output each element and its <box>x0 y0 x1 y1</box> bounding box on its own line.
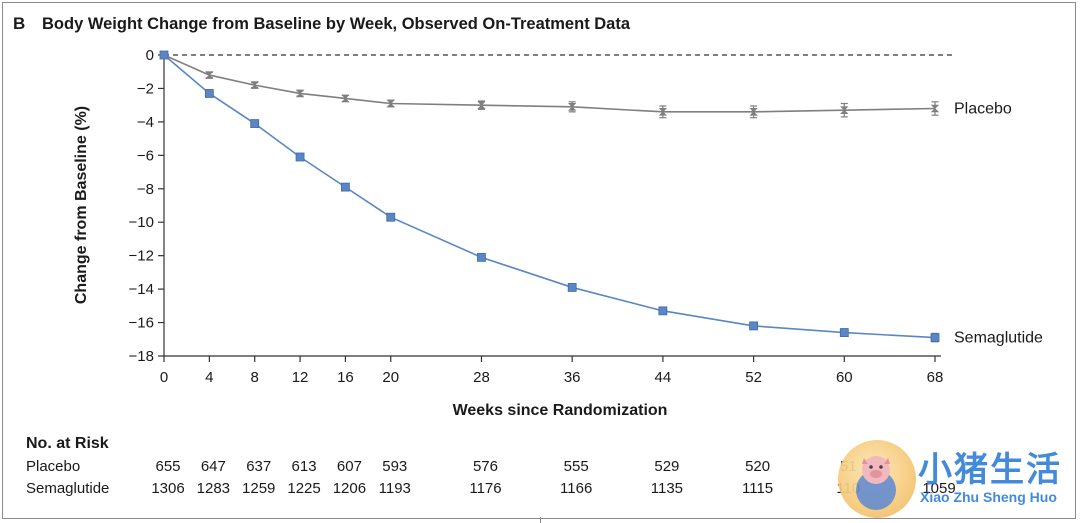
risk-cell: 1135 <box>650 480 684 497</box>
placebo-point <box>250 81 259 89</box>
semaglutide-line <box>163 54 936 339</box>
x-tick-label: 4 <box>205 369 213 386</box>
line-chart: 0 −2 −4 −6 −8 −10 −12 −14 −16 −18 0 4 8 12 16 20 28 36 44 5… <box>73 47 1043 419</box>
risk-table-heading: No. at Risk <box>26 435 109 452</box>
series-semaglutide: Semaglutide <box>159 50 1043 347</box>
risk-cell: 647 <box>200 458 226 475</box>
x-axis-label: Weeks since Randomization <box>453 402 668 419</box>
semaglutide-point <box>658 306 668 316</box>
y-tick-label: −10 <box>129 214 154 231</box>
semaglutide-point <box>341 182 350 192</box>
y-axis-label: Change from Baseline (%) <box>73 106 90 304</box>
x-tick-label: 68 <box>927 369 944 386</box>
placebo-point <box>567 103 577 111</box>
semaglutide-point <box>159 50 169 60</box>
risk-cell: 520 <box>745 458 771 475</box>
watermark-chinese-text: 小猪生活 <box>918 451 1062 489</box>
x-tick-label: 44 <box>655 369 672 386</box>
x-tick-label: 60 <box>836 369 853 386</box>
x-tick-label: 20 <box>382 369 399 386</box>
chart-title: Body Weight Change from Baseline by Week… <box>42 15 631 33</box>
risk-cell: 529 <box>654 458 680 475</box>
y-tick-label: −4 <box>137 114 154 131</box>
semaglutide-point <box>204 89 214 98</box>
x-tick-label: 8 <box>251 369 259 386</box>
y-tick-label: −6 <box>137 147 154 164</box>
risk-cell: 1115 <box>742 480 774 497</box>
semaglutide-point <box>386 212 396 222</box>
y-tick-label: −12 <box>129 248 154 265</box>
x-tick-label: 52 <box>745 369 762 386</box>
placebo-line <box>163 54 936 113</box>
placebo-point <box>840 106 849 114</box>
risk-cell: 1306 <box>151 480 185 497</box>
placebo-point <box>749 108 758 116</box>
risk-cell: 593 <box>382 458 408 475</box>
placebo-point <box>477 101 486 109</box>
placebo-point <box>930 104 940 113</box>
semaglutide-point <box>250 119 260 128</box>
placebo-legend-label: Placebo <box>954 101 1012 118</box>
semaglutide-point <box>930 333 940 343</box>
risk-row-label-placebo: Placebo <box>26 458 81 475</box>
x-tick-label: 12 <box>292 369 309 386</box>
risk-cell: 1166 <box>560 480 593 497</box>
risk-cell: 607 <box>336 458 362 475</box>
risk-row-label-semaglutide: Semaglutide <box>26 480 110 497</box>
risk-cell: 655 <box>155 458 181 475</box>
semaglutide-point <box>749 321 758 331</box>
placebo-point <box>295 89 305 98</box>
placebo-point <box>205 71 214 79</box>
risk-cell: 1283 <box>196 480 231 497</box>
risk-cell: 555 <box>563 458 589 475</box>
series-placebo: Placebo <box>159 51 1012 119</box>
y-tick-label: −8 <box>137 181 154 198</box>
pig-logo-icon <box>838 440 916 518</box>
y-tick-label: 0 <box>146 47 154 64</box>
semaglutide-point <box>477 252 486 262</box>
placebo-point <box>658 108 668 116</box>
risk-cell: 637 <box>246 458 272 475</box>
y-tick-label: −14 <box>129 281 154 298</box>
risk-cell: 1259 <box>242 480 276 497</box>
risk-cell: 1225 <box>287 480 321 497</box>
y-tick-label: −16 <box>129 315 154 332</box>
x-tick-label: 0 <box>160 369 168 386</box>
x-tick-label: 36 <box>564 369 581 386</box>
semaglutide-point <box>839 328 849 337</box>
risk-cell: 1176 <box>469 480 502 497</box>
watermark: 小猪生活 Xiao Zhu Sheng Huo <box>838 440 1076 518</box>
semaglutide-point <box>295 152 305 162</box>
semaglutide-legend-label: Semaglutide <box>954 330 1043 347</box>
risk-cell: 1193 <box>378 480 411 497</box>
panel-letter: B <box>13 14 26 33</box>
x-tick-label: 28 <box>473 369 490 386</box>
y-tick-label: −18 <box>129 348 154 365</box>
risk-cell: 1206 <box>332 480 367 497</box>
semaglutide-point <box>567 283 577 292</box>
x-tick-label: 16 <box>337 369 354 386</box>
axes: 0 −2 −4 −6 −8 −10 −12 −14 −16 −18 0 4 8 12 16 20 28 36 44 5… <box>129 47 955 386</box>
watermark-english-text: Xiao Zhu Sheng Huo <box>920 489 1057 505</box>
placebo-point <box>386 99 395 108</box>
y-tick-label: −2 <box>137 80 154 97</box>
risk-cell: 576 <box>472 458 498 475</box>
risk-cell: 613 <box>291 458 317 475</box>
placebo-point <box>341 94 350 103</box>
series-layer: Placebo Semaglutide <box>159 50 1043 347</box>
frame-divider-tick <box>540 517 541 523</box>
risk-cell: 1059 <box>922 480 956 497</box>
